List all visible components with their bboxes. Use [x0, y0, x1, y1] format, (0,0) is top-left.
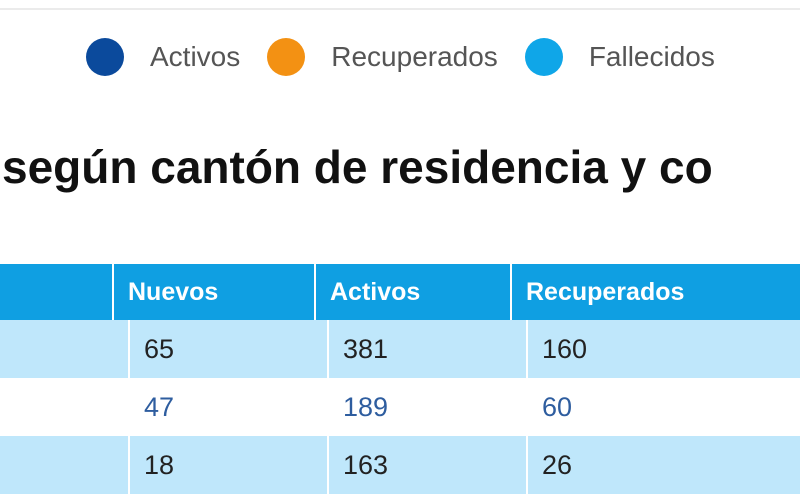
- table-cell-canton: [0, 378, 128, 436]
- table-cell-canton: [0, 320, 128, 378]
- table-cell-activos: 381: [343, 333, 389, 364]
- table-row[interactable]: 47 189 60: [0, 378, 800, 436]
- row-separator: [526, 436, 528, 494]
- table-cell-nuevos: 65: [144, 333, 175, 364]
- legend-item-recuperados[interactable]: Recuperados: [267, 38, 498, 76]
- legend-item-fallecidos[interactable]: Fallecidos: [524, 38, 715, 76]
- row-separator: [128, 320, 130, 378]
- table-cell-activos: 189: [343, 391, 389, 422]
- header-cell-nuevos[interactable]: Nuevos: [128, 277, 219, 306]
- row-separator: [327, 320, 329, 378]
- legend-label-fallecidos: Fallecidos: [588, 41, 715, 72]
- row-separator: [327, 436, 329, 494]
- table-cell-canton: [0, 436, 128, 494]
- section-heading: según cantón de residencia y co: [2, 141, 713, 193]
- header-separator: [314, 264, 316, 320]
- table-cell-recuperados: 60: [542, 391, 573, 422]
- header-separator: [112, 264, 114, 320]
- table-cell-activos: 163: [343, 449, 389, 480]
- data-table: Nuevos Activos Recuperados 65 381 160 47…: [0, 264, 800, 494]
- legend: Activos Recuperados Fallecidos: [86, 38, 742, 76]
- table-cell-nuevos: 18: [144, 449, 175, 480]
- header-cell-canton: [0, 264, 112, 320]
- row-separator: [526, 320, 528, 378]
- header-cell-recuperados[interactable]: Recuperados: [526, 277, 685, 306]
- legend-item-activos[interactable]: Activos: [86, 38, 240, 76]
- table-cell-nuevos: 47: [144, 391, 175, 422]
- header-cell-activos[interactable]: Activos: [330, 277, 421, 306]
- legend-dot-recuperados: [267, 38, 306, 76]
- legend-label-activos: Activos: [150, 41, 241, 72]
- legend-dot-fallecidos: [524, 38, 563, 76]
- legend-dot-activos: [86, 38, 124, 76]
- table-row[interactable]: 65 381 160: [0, 320, 800, 378]
- table-header-row: Nuevos Activos Recuperados: [0, 264, 800, 320]
- table-row[interactable]: 18 163 26: [0, 436, 800, 494]
- top-divider: [0, 8, 800, 10]
- header-separator: [510, 264, 512, 320]
- table-cell-recuperados: 26: [542, 449, 573, 480]
- legend-label-recuperados: Recuperados: [331, 41, 498, 72]
- row-separator: [128, 436, 130, 494]
- table-cell-recuperados: 160: [542, 333, 588, 364]
